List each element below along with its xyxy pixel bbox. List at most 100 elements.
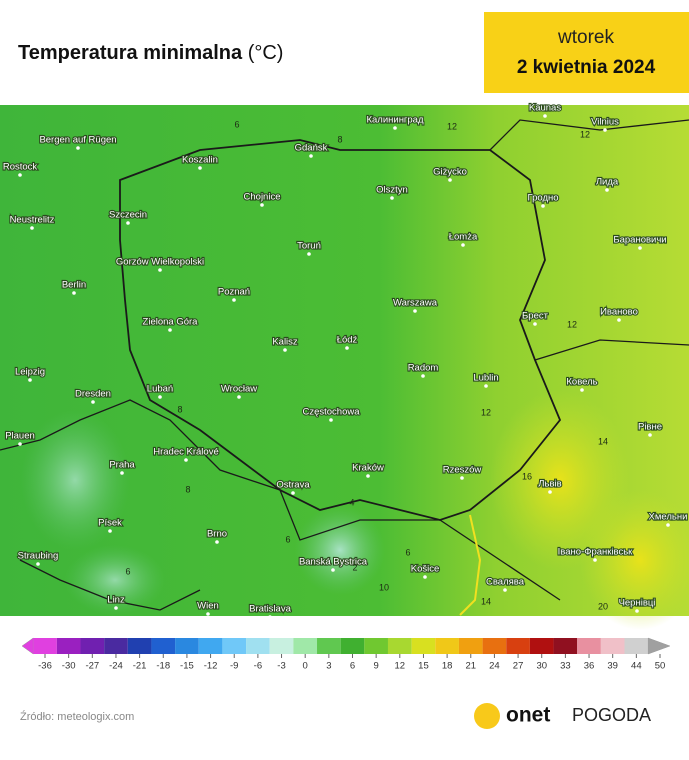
city-dot — [237, 395, 241, 399]
city-label: Toruń — [297, 241, 321, 252]
legend-tick-label: -30 — [62, 661, 76, 672]
city-label: Івано-Франківськ — [558, 547, 633, 558]
legend-tick-label: 50 — [655, 661, 666, 672]
legend-tick-label: -24 — [109, 661, 123, 672]
legend-swatch — [435, 638, 459, 654]
legend-swatch — [387, 638, 412, 654]
city-dot — [390, 196, 394, 200]
city-dot — [484, 384, 488, 388]
city-label: Rzeszów — [443, 465, 482, 476]
legend-swatch — [293, 638, 318, 654]
city-label: Radom — [408, 363, 439, 374]
legend-tick-label: 33 — [560, 661, 571, 672]
legend-tick-label: 3 — [326, 661, 331, 672]
city-label: Praha — [109, 460, 135, 471]
city-label: Wien — [197, 601, 219, 612]
legend-swatch — [222, 638, 247, 654]
city-label: Wrocław — [221, 384, 257, 395]
city-label: Лида — [596, 177, 619, 188]
title-unit: (°C) — [248, 42, 284, 64]
legend-swatch — [104, 638, 128, 654]
city-label: Гродно — [527, 193, 558, 204]
city-dot — [648, 433, 652, 437]
contour-label: 12 — [447, 121, 457, 131]
city-dot — [448, 178, 452, 182]
legend-swatch — [577, 638, 601, 654]
city-label: Częstochowa — [302, 407, 360, 418]
city-label: Giżycko — [433, 167, 467, 178]
title: Temperatura minimalna (°C) — [18, 42, 283, 64]
legend-swatch — [340, 638, 365, 654]
legend-swatch — [246, 638, 270, 654]
city-label: Kraków — [352, 463, 384, 474]
city-dot — [168, 328, 172, 332]
city-label: Banská Bystrica — [299, 557, 368, 568]
legend-swatch — [529, 638, 554, 654]
legend-swatch — [506, 638, 530, 654]
city-label: Koszalin — [182, 155, 218, 166]
legend-swatch — [553, 638, 578, 654]
city-label: Львів — [538, 479, 561, 490]
city-label: Брест — [522, 311, 549, 322]
legend-tick-label: -3 — [277, 661, 285, 672]
city-dot — [543, 114, 547, 118]
city-dot — [36, 562, 40, 566]
city-label: Berlin — [62, 280, 86, 291]
city-label: Bratislava — [249, 604, 291, 615]
city-label: Bergen auf Rügen — [39, 135, 116, 146]
legend-tick-label: 18 — [442, 661, 453, 672]
city-label: Košice — [411, 564, 440, 575]
legend-tick-label: 24 — [489, 661, 500, 672]
legend-swatch — [33, 638, 57, 654]
city-dot — [215, 540, 219, 544]
legend-tick-label: 30 — [536, 661, 547, 672]
legend-swatch — [151, 638, 176, 654]
city-dot — [126, 221, 130, 225]
legend-tick-label: -12 — [204, 661, 218, 672]
city-label: Warszawa — [393, 298, 438, 309]
city-dot — [232, 298, 236, 302]
city-dot — [307, 252, 311, 256]
city-dot — [329, 418, 333, 422]
city-dot — [268, 615, 272, 619]
product: POGODA — [572, 705, 651, 725]
city-label: Rostock — [3, 162, 38, 173]
city-dot — [393, 126, 397, 130]
city-label: Ostrava — [276, 480, 310, 491]
legend-tick-label: -21 — [133, 661, 147, 672]
city-label: Ковель — [566, 377, 597, 388]
city-dot — [18, 442, 22, 446]
city-dot — [460, 476, 464, 480]
contour-label: 16 — [522, 471, 532, 481]
contour-label: 14 — [481, 596, 491, 606]
city-label: Plauen — [5, 431, 35, 442]
city-label: Чернівці — [619, 598, 656, 609]
city-dot — [184, 458, 188, 462]
city-dot — [114, 606, 118, 610]
city-label: Neustrelitz — [10, 215, 55, 226]
legend-tick-label: -18 — [156, 661, 170, 672]
city-label: Linz — [107, 595, 125, 606]
city-dot — [533, 322, 537, 326]
legend-swatch — [364, 638, 388, 654]
city-dot — [617, 318, 621, 322]
city-dot — [331, 568, 335, 572]
city-label: Chojnice — [244, 192, 281, 203]
contour-label: 6 — [405, 547, 410, 557]
city-label: Łódź — [337, 335, 358, 346]
city-dot — [461, 243, 465, 247]
legend-tick-label: 0 — [303, 661, 308, 672]
city-label: Dresden — [75, 389, 111, 400]
city-label: Kalisz — [272, 337, 298, 348]
legend: -36 -30 -27 -24 -21 -18 -15 -12 -9 -6 -3 0 3 6 9 12 15 18… — [21, 637, 671, 672]
city-dot — [76, 146, 80, 150]
city-dot — [423, 575, 427, 579]
legend-tick-label: -36 — [38, 661, 52, 672]
day: wtorek — [557, 27, 614, 48]
date: 2 kwietnia 2024 — [517, 57, 656, 78]
city-label: Калининград — [366, 115, 423, 126]
city-dot — [635, 609, 639, 613]
city-label: Brno — [207, 529, 227, 540]
